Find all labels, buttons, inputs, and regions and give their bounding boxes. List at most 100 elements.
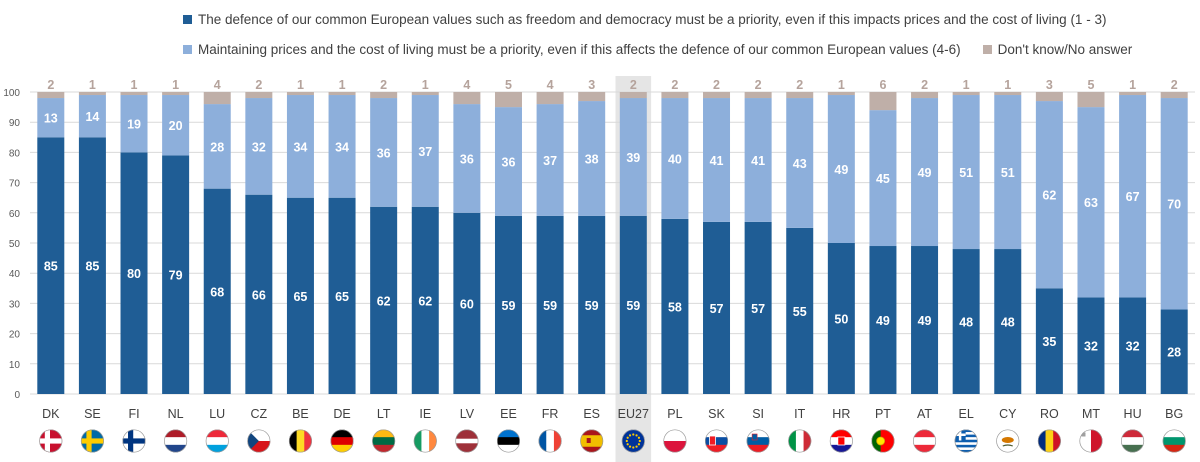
flag-icon-de xyxy=(330,429,354,453)
bar-segment-series1-MT xyxy=(1077,297,1105,394)
bar-segment-series2-CZ xyxy=(245,98,273,195)
data-label-series2-BG: 70 xyxy=(1167,198,1181,212)
bar-segment-series3-HR xyxy=(827,92,855,96)
bar-segment-series3-EL xyxy=(952,92,980,96)
data-label-series2-AT: 49 xyxy=(918,166,932,180)
flag-rim-sk xyxy=(704,429,729,453)
flag-icon-si xyxy=(746,429,770,453)
bar-segment-series2-EU27 xyxy=(619,98,647,216)
bar-segment-series1-EE xyxy=(494,215,522,394)
data-label-series2-FI: 19 xyxy=(127,118,141,132)
bar-segment-series2-BE xyxy=(286,95,314,198)
flag-icon-sk xyxy=(705,429,729,453)
data-label-series3-EL: 1 xyxy=(963,78,970,92)
data-label-series2-RO: 62 xyxy=(1042,189,1056,203)
bar-segment-series2-SE xyxy=(78,95,106,138)
stacked-bar-chart: 010203040506070809010085132DK85141SE8019… xyxy=(3,76,1195,462)
flag-rim-pt xyxy=(871,429,895,453)
x-tick-label-DK: DK xyxy=(42,407,60,421)
data-label-series1-PL: 58 xyxy=(668,300,682,314)
data-label-series3-SE: 1 xyxy=(89,78,96,92)
flag-icon-be xyxy=(288,429,312,453)
data-label-series3-IE: 1 xyxy=(422,78,429,92)
bar-segment-series2-ES xyxy=(578,101,606,216)
bar-segment-series1-IT xyxy=(786,227,814,394)
bar-segment-series3-CY xyxy=(994,92,1022,96)
bar-segment-series2-DK xyxy=(37,98,65,138)
data-label-series2-BE: 34 xyxy=(293,140,307,154)
data-label-series3-EU27: 2 xyxy=(630,78,637,92)
bar-segment-series1-SK xyxy=(703,221,731,394)
bar-segment-series3-BG xyxy=(1160,92,1188,99)
data-label-series1-LT: 62 xyxy=(377,294,391,308)
flag-icon-it xyxy=(788,429,812,453)
data-label-series3-AT: 2 xyxy=(921,78,928,92)
x-tick-label-HU: HU xyxy=(1124,407,1142,421)
flag-icon-cy xyxy=(996,429,1020,453)
bar-segment-series1-RO xyxy=(1035,288,1063,394)
bar-segment-series1-EU27 xyxy=(619,215,647,394)
data-label-series2-IE: 37 xyxy=(418,145,432,159)
flag-icon-es xyxy=(580,429,604,453)
data-label-series3-DE: 1 xyxy=(339,78,346,92)
bar-segment-series3-FI xyxy=(120,92,148,96)
data-label-series3-SI: 2 xyxy=(755,78,762,92)
bar-segment-series2-AT xyxy=(911,98,939,247)
data-label-series3-RO: 3 xyxy=(1046,78,1053,92)
data-label-series1-CZ: 66 xyxy=(252,288,266,302)
x-tick-label-ES: ES xyxy=(583,407,600,421)
data-label-series2-ES: 38 xyxy=(585,152,599,166)
bar-segment-series2-LV xyxy=(453,104,481,213)
bar-segment-series3-LV xyxy=(453,92,481,105)
flag-icon-se xyxy=(80,429,104,453)
x-tick-label-FI: FI xyxy=(128,407,139,421)
data-label-series2-FR: 37 xyxy=(543,154,557,168)
flag-rim-cy xyxy=(996,429,1020,453)
flag-rim-es xyxy=(580,429,604,453)
flag-rim-cz xyxy=(247,429,271,453)
bar-segment-series1-CZ xyxy=(245,194,273,394)
data-label-series3-FI: 1 xyxy=(131,78,138,92)
x-tick-label-BE: BE xyxy=(292,407,309,421)
bar-segment-series2-FR xyxy=(536,104,564,216)
bar-segment-series1-LT xyxy=(370,206,398,394)
flag-icon-hu xyxy=(1121,429,1145,453)
flag-icon-cz xyxy=(247,429,271,453)
x-tick-label-SK: SK xyxy=(708,407,725,421)
bar-segment-series1-SI xyxy=(744,221,772,394)
data-label-series1-NL: 79 xyxy=(169,269,183,283)
x-tick-label-BG: BG xyxy=(1165,407,1183,421)
flag-rim-hr xyxy=(829,429,853,453)
data-label-series1-LU: 68 xyxy=(210,285,224,299)
y-tick-label-80: 80 xyxy=(9,148,21,159)
flag-rim-fi xyxy=(122,429,146,453)
bar-segment-series1-IE xyxy=(411,206,439,394)
data-label-series1-HU: 32 xyxy=(1126,340,1140,354)
data-label-series2-EU27: 39 xyxy=(626,151,640,165)
data-label-series3-LU: 4 xyxy=(214,78,221,92)
flag-icon-pl xyxy=(663,429,687,453)
data-label-series2-NL: 20 xyxy=(169,119,183,133)
bar-segment-series1-HR xyxy=(827,243,855,394)
data-label-series3-HR: 1 xyxy=(838,78,845,92)
flag-icon-ee xyxy=(496,429,520,453)
flag-rim-mt xyxy=(1079,429,1103,453)
legend-row-2: Maintaining prices and the cost of livin… xyxy=(183,42,1132,57)
data-label-series3-IT: 2 xyxy=(796,78,803,92)
flag-rim-bg xyxy=(1162,429,1186,453)
y-tick-label-60: 60 xyxy=(9,209,21,220)
data-label-series1-EL: 48 xyxy=(959,316,973,330)
bar-segment-series2-IE xyxy=(411,95,439,207)
legend-swatch-series2 xyxy=(183,45,192,54)
data-label-series2-EL: 51 xyxy=(959,166,973,180)
bar-segment-series1-AT xyxy=(911,246,939,394)
bar-segment-series2-MT xyxy=(1077,107,1105,298)
legend-swatch-series1 xyxy=(183,15,192,24)
data-label-series1-IT: 55 xyxy=(793,305,807,319)
bar-segment-series1-EL xyxy=(952,249,980,394)
flag-rim-pl xyxy=(663,429,687,453)
data-label-series3-PT: 6 xyxy=(879,78,886,92)
data-label-series2-SK: 41 xyxy=(710,154,724,168)
data-label-series1-SK: 57 xyxy=(710,302,724,316)
bar-segment-series3-SI xyxy=(744,92,772,99)
